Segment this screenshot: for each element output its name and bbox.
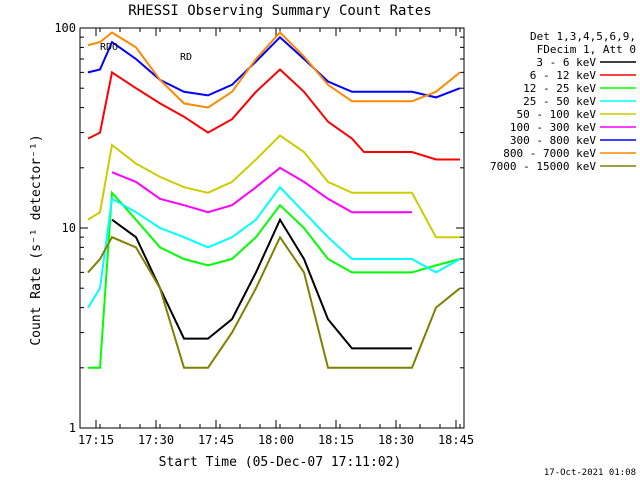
series-line [87, 235, 461, 369]
x-tick-label: 18:30 [378, 433, 414, 447]
x-tick-label: 17:15 [78, 433, 114, 447]
x-tick-label: 17:30 [138, 433, 174, 447]
legend-entry-label: 7000 - 15000 keV [490, 160, 596, 173]
series-line [111, 217, 412, 350]
legend-entry-label: 100 - 300 keV [510, 121, 596, 134]
x-tick-label: 17:45 [198, 433, 234, 447]
x-tick-label: 18:45 [438, 433, 474, 447]
annotation-label: RD [180, 52, 192, 63]
series-line [87, 134, 460, 239]
x-tick-label: 18:00 [258, 433, 294, 447]
series-line [88, 190, 461, 369]
chart-title: RHESSI Observing Summary Count Rates [128, 3, 431, 19]
legend: Det 1,3,4,5,6,9,FDecim 1, Att 03 - 6 keV… [490, 30, 636, 173]
y-tick-label: 1 [69, 421, 76, 435]
y-tick-label: 100 [54, 21, 76, 35]
annotation-label: RDO [100, 42, 118, 53]
y-axis-label: Count Rate (s⁻¹ detector⁻¹) [29, 134, 44, 345]
series-line [87, 31, 461, 109]
plot-area: 17:15 17:30 17:45 18:00 18:15 18:30 18:45 1 10 10… [54, 21, 474, 447]
legend-entry-label: 800 - 7000 keV [503, 147, 596, 160]
series-line [87, 35, 461, 99]
legend-header: Det 1,3,4,5,6,9, [530, 30, 636, 43]
series-line [87, 68, 460, 161]
legend-entry-label: 300 - 800 keV [510, 134, 596, 147]
legend-entry-label: 50 - 100 keV [517, 108, 597, 121]
footer-timestamp: 17-Oct-2021 01:08 [544, 468, 636, 478]
legend-entry-label: 3 - 6 keV [536, 56, 596, 69]
y-tick-label: 10 [62, 221, 76, 235]
series-line [87, 185, 461, 309]
legend-entry-label: 12 - 25 keV [523, 82, 596, 95]
legend-entry-label: 25 - 50 keV [523, 95, 596, 108]
x-tick-label: 18:15 [318, 433, 354, 447]
legend-entry-label: 6 - 12 keV [530, 69, 597, 82]
x-axis-label: Start Time (05-Dec-07 17:11:02) [159, 455, 402, 470]
series-line [111, 166, 412, 214]
legend-header: FDecim 1, Att 0 [537, 43, 636, 56]
